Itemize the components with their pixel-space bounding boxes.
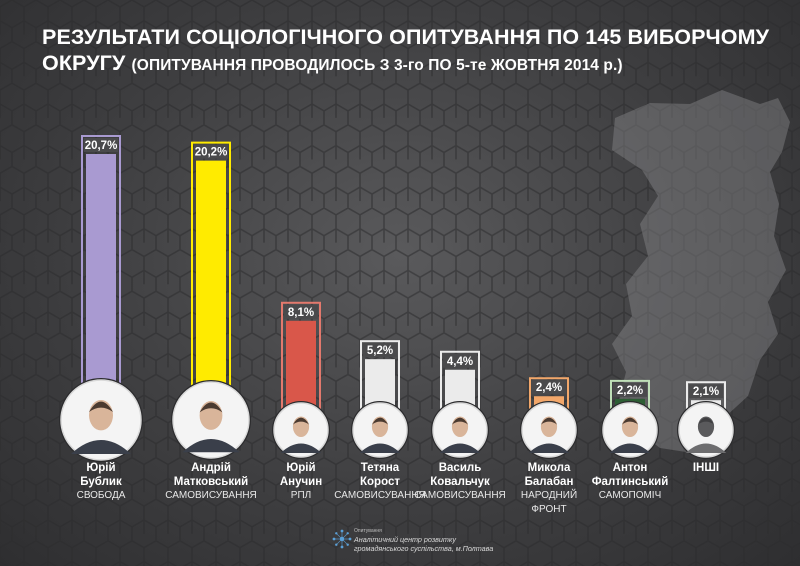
candidate-last-name: Корост: [360, 475, 400, 488]
title-line-2: ОКРУГУ: [42, 51, 126, 75]
bar-label-box: [613, 382, 647, 397]
bar-value-label: 2,1%: [693, 386, 719, 398]
candidate-photo-icon: [272, 401, 330, 459]
footer-small-text: Опитування: [354, 528, 382, 534]
bar-label-box: [84, 138, 118, 152]
candidate-photo-icon: [520, 401, 578, 459]
candidate-first-name: Антон: [612, 462, 648, 474]
candidate-party: САМОВИСУВАННЯ: [165, 490, 257, 501]
bar-label-box: [284, 304, 318, 319]
candidate-party: САМОПОМІЧ: [598, 490, 662, 501]
footer-org-line-1: Аналітичний центр розвитку: [354, 535, 456, 544]
candidate-last-name: Ковальчук: [430, 475, 490, 488]
network-logo-icon: [332, 529, 352, 549]
footer-org-line-2: громадянського суспільства, м.Полтава: [354, 544, 494, 553]
candidate-photo-icon: [351, 401, 409, 459]
candidate-last-name: Анучин: [279, 475, 323, 488]
candidate-first-name: Тетяна: [360, 462, 400, 474]
candidate-party: НАРОДНИЙ: [520, 490, 578, 501]
person-silhouette-icon: [677, 401, 735, 459]
bar-label-box: [443, 353, 477, 368]
candidate-label: Антон Фалтинський САМОПОМІЧ: [582, 462, 678, 503]
bar-label-box: [363, 343, 397, 358]
candidate-photo-icon: [601, 401, 659, 459]
candidate-first-name: Василь: [438, 462, 482, 474]
candidate-label: Василь Ковальчук САМОВИСУВАННЯ: [412, 462, 508, 503]
bar-group: 20,2%: [191, 141, 231, 422]
candidate-first-name: Микола: [527, 462, 571, 474]
candidate-party: САМОВИСУВАННЯ: [334, 490, 426, 501]
candidate-first-name: Андрій: [191, 462, 231, 474]
bar-value-label: 2,4%: [536, 382, 562, 394]
candidate-label: ІНШІ: [658, 462, 754, 476]
candidate-last-name: Балабан: [524, 475, 574, 488]
chart-subtitle: (ОПИТУВАННЯ ПРОВОДИЛОСЬ З 3-го ПО 5-те Ж…: [131, 57, 623, 74]
bar: [196, 160, 226, 419]
candidate-photo-icon: [59, 378, 143, 462]
candidate-label: Микола Балабан НАРОДНИЙ ФРОНТ: [501, 462, 597, 516]
bar-label-box: [532, 380, 566, 395]
candidate-photo-icon: [171, 380, 251, 460]
candidate-party: САМОВИСУВАННЯ: [414, 490, 506, 501]
candidate-label: Юрій Анучин РПЛ: [253, 462, 349, 503]
chart-title: РЕЗУЛЬТАТИ СОЦІОЛОГІЧНОГО ОПИТУВАННЯ ПО …: [42, 24, 782, 79]
candidate-last-name: Матковський: [173, 475, 249, 488]
bar: [86, 154, 116, 418]
bar-value-label: 8,1%: [288, 307, 314, 319]
bar-value-label: 2,2%: [617, 385, 643, 397]
candidate-last-name: Фалтинський: [591, 475, 669, 488]
candidate-label: Тетяна Корост САМОВИСУВАННЯ: [332, 462, 428, 503]
bar-label-box: [689, 384, 723, 399]
footer-logo: Опитування Аналітичний центр розвитку гр…: [332, 526, 494, 553]
bar-value-label: 20,2%: [195, 147, 228, 159]
candidate-last-name: Бублик: [80, 475, 122, 488]
bar-value-label: 5,2%: [367, 345, 393, 357]
bar-value-label: 20,7%: [85, 140, 118, 152]
bar-group: 20,7%: [81, 135, 121, 421]
candidate-photo-icon: [431, 401, 489, 459]
title-line-1: РЕЗУЛЬТАТИ СОЦІОЛОГІЧНОГО ОПИТУВАННЯ ПО …: [42, 25, 770, 49]
bar-value-label: 4,4%: [447, 356, 473, 368]
candidate-label: Андрій Матковський САМОВИСУВАННЯ: [163, 462, 259, 503]
candidate-label: Юрій Бублик СВОБОДА: [53, 462, 149, 503]
candidate-first-name: Юрій: [86, 462, 116, 474]
candidate-party: СВОБОДА: [76, 490, 126, 501]
candidate-first-name: ІНШІ: [692, 462, 720, 474]
candidate-party: РПЛ: [290, 490, 312, 501]
district-map-shape: [612, 90, 790, 452]
candidate-party: ФРОНТ: [531, 503, 567, 515]
bar-label-box: [194, 144, 228, 159]
candidate-first-name: Юрій: [286, 462, 316, 474]
